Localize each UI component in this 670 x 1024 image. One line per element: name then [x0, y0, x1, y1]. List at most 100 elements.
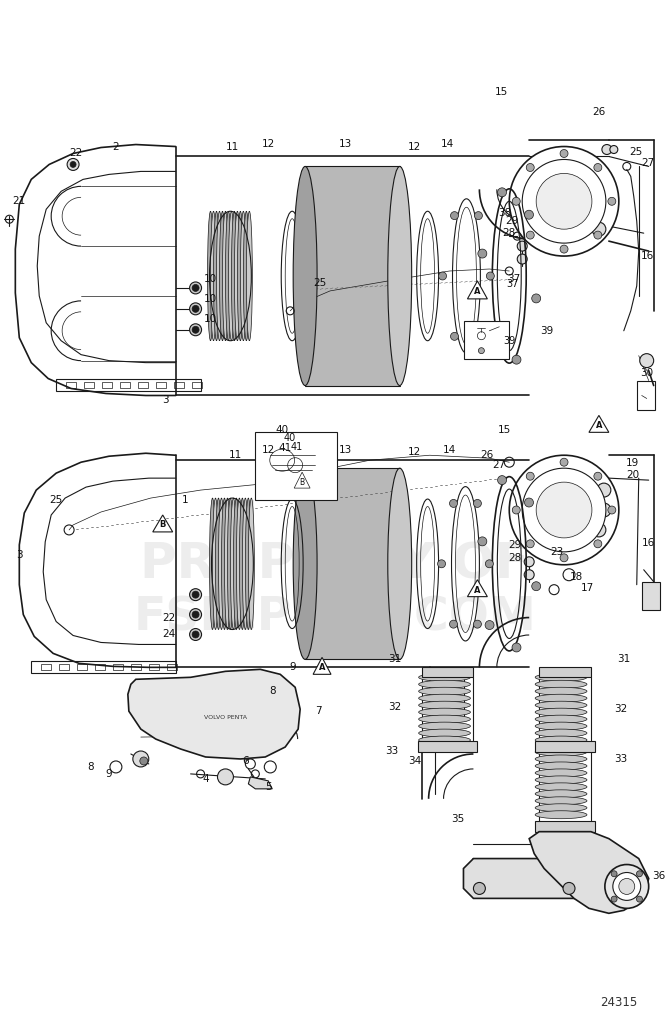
- Bar: [66, 382, 76, 387]
- Ellipse shape: [535, 804, 587, 812]
- Text: 35: 35: [451, 814, 464, 823]
- Text: 27: 27: [492, 460, 506, 470]
- Text: 22: 22: [162, 612, 176, 623]
- Text: 15: 15: [498, 425, 511, 435]
- Ellipse shape: [535, 776, 587, 783]
- Circle shape: [560, 150, 568, 158]
- Ellipse shape: [419, 736, 470, 744]
- Circle shape: [524, 569, 534, 580]
- Text: 25: 25: [629, 146, 643, 157]
- Ellipse shape: [535, 797, 587, 805]
- Text: 7: 7: [315, 707, 322, 716]
- Bar: [102, 382, 112, 387]
- Text: 41: 41: [279, 443, 292, 454]
- Circle shape: [526, 231, 534, 239]
- Text: 20: 20: [626, 470, 639, 480]
- Text: 12: 12: [408, 447, 421, 458]
- Ellipse shape: [293, 468, 317, 659]
- Ellipse shape: [535, 701, 587, 710]
- Text: 8: 8: [269, 686, 275, 696]
- Text: 40: 40: [275, 425, 289, 435]
- Ellipse shape: [535, 715, 587, 723]
- Circle shape: [517, 241, 527, 251]
- Ellipse shape: [230, 498, 237, 630]
- Circle shape: [192, 591, 199, 598]
- Circle shape: [190, 282, 202, 294]
- Polygon shape: [313, 657, 331, 675]
- Ellipse shape: [218, 498, 224, 630]
- Bar: [113, 665, 123, 671]
- Circle shape: [133, 751, 149, 767]
- Ellipse shape: [214, 211, 220, 341]
- Bar: [77, 665, 87, 671]
- Text: 29: 29: [509, 540, 522, 550]
- Circle shape: [478, 537, 487, 546]
- Ellipse shape: [535, 755, 587, 763]
- Text: 10: 10: [204, 274, 217, 284]
- Ellipse shape: [210, 498, 216, 630]
- Circle shape: [509, 146, 619, 256]
- Bar: [305, 167, 400, 385]
- Circle shape: [602, 144, 612, 155]
- Circle shape: [512, 355, 521, 365]
- Ellipse shape: [535, 729, 587, 737]
- Polygon shape: [468, 580, 487, 597]
- Circle shape: [592, 523, 606, 537]
- Bar: [421, 668, 474, 677]
- Ellipse shape: [535, 680, 587, 688]
- Circle shape: [190, 324, 202, 336]
- Circle shape: [439, 272, 446, 280]
- Text: 11: 11: [226, 141, 239, 152]
- Text: 32: 32: [388, 702, 401, 712]
- Text: 30: 30: [640, 368, 653, 378]
- Ellipse shape: [535, 722, 587, 730]
- Ellipse shape: [388, 167, 411, 385]
- Text: A: A: [319, 663, 326, 672]
- Text: 31: 31: [388, 654, 401, 665]
- Circle shape: [485, 621, 494, 630]
- Text: A: A: [474, 288, 480, 296]
- Ellipse shape: [243, 211, 249, 341]
- Circle shape: [536, 173, 592, 229]
- Ellipse shape: [419, 729, 470, 737]
- Text: 37: 37: [506, 279, 519, 289]
- Bar: [174, 382, 184, 387]
- Text: 25: 25: [50, 495, 63, 505]
- Circle shape: [450, 621, 458, 628]
- Circle shape: [594, 231, 602, 239]
- Circle shape: [536, 482, 592, 538]
- Ellipse shape: [535, 709, 587, 716]
- Polygon shape: [153, 515, 173, 531]
- Ellipse shape: [419, 701, 470, 710]
- Ellipse shape: [535, 674, 587, 681]
- Text: 34: 34: [408, 756, 421, 766]
- Circle shape: [450, 212, 458, 219]
- Circle shape: [474, 500, 481, 508]
- Circle shape: [450, 333, 458, 340]
- Polygon shape: [589, 416, 609, 432]
- Text: B: B: [159, 520, 166, 529]
- Circle shape: [190, 589, 202, 601]
- Text: 28: 28: [509, 553, 522, 563]
- Circle shape: [192, 327, 199, 333]
- Circle shape: [608, 198, 616, 205]
- Circle shape: [525, 210, 533, 219]
- Text: 31: 31: [617, 654, 630, 665]
- Ellipse shape: [226, 211, 231, 341]
- Circle shape: [474, 883, 485, 894]
- Text: A: A: [474, 586, 480, 595]
- Ellipse shape: [237, 498, 243, 630]
- Circle shape: [613, 872, 641, 900]
- Ellipse shape: [535, 783, 587, 791]
- Circle shape: [513, 198, 520, 205]
- Text: 13: 13: [338, 138, 352, 148]
- Ellipse shape: [224, 498, 230, 630]
- Ellipse shape: [419, 680, 470, 688]
- Circle shape: [560, 554, 568, 562]
- Circle shape: [517, 254, 527, 264]
- Circle shape: [218, 769, 233, 784]
- Ellipse shape: [245, 498, 251, 630]
- Text: 18: 18: [570, 571, 583, 582]
- Ellipse shape: [220, 211, 226, 341]
- Bar: [84, 382, 94, 387]
